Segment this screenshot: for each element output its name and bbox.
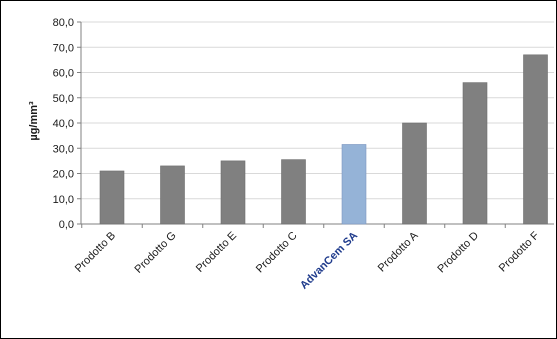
highlight-category-label: AdvanCem SA	[298, 230, 360, 292]
bar	[160, 165, 185, 225]
bar	[523, 54, 548, 225]
highlight-bar	[341, 144, 367, 225]
y-tick-label: 20,0	[53, 169, 74, 181]
y-tick-label: 50,0	[53, 93, 74, 105]
y-tick-label: 30,0	[53, 143, 74, 155]
bars	[99, 54, 548, 225]
category-label: Prodotto A	[376, 229, 421, 274]
y-tick-labels: 0,0 10,0 20,0 30,0 40,0 50,0 60,0 70,0 80,0	[53, 17, 74, 231]
y-tick-label: 40,0	[53, 118, 74, 130]
y-tick-label: 80,0	[53, 17, 74, 29]
category-label: Prodotto F	[497, 229, 542, 274]
y-tick-label: 60,0	[53, 68, 74, 80]
y-tick-label: 0,0	[59, 219, 74, 231]
bar	[220, 160, 246, 225]
gridlines	[81, 21, 554, 225]
bar	[99, 170, 125, 225]
category-label: Prodotto D	[435, 230, 481, 276]
category-label: Prodotto G	[133, 230, 179, 276]
category-label: Prodotto B	[73, 230, 118, 275]
bar	[462, 82, 488, 225]
y-tick-label: 10,0	[53, 194, 74, 206]
bar	[281, 159, 306, 225]
y-tick-label: 70,0	[53, 42, 74, 54]
category-labels: Prodotto B Prodotto G Prodotto E Prodotto C…	[73, 229, 542, 292]
bar	[402, 122, 427, 225]
category-label: Prodotto C	[254, 230, 300, 276]
category-label: Prodotto E	[194, 230, 239, 275]
y-axis-label: µg/mm³	[28, 101, 40, 141]
